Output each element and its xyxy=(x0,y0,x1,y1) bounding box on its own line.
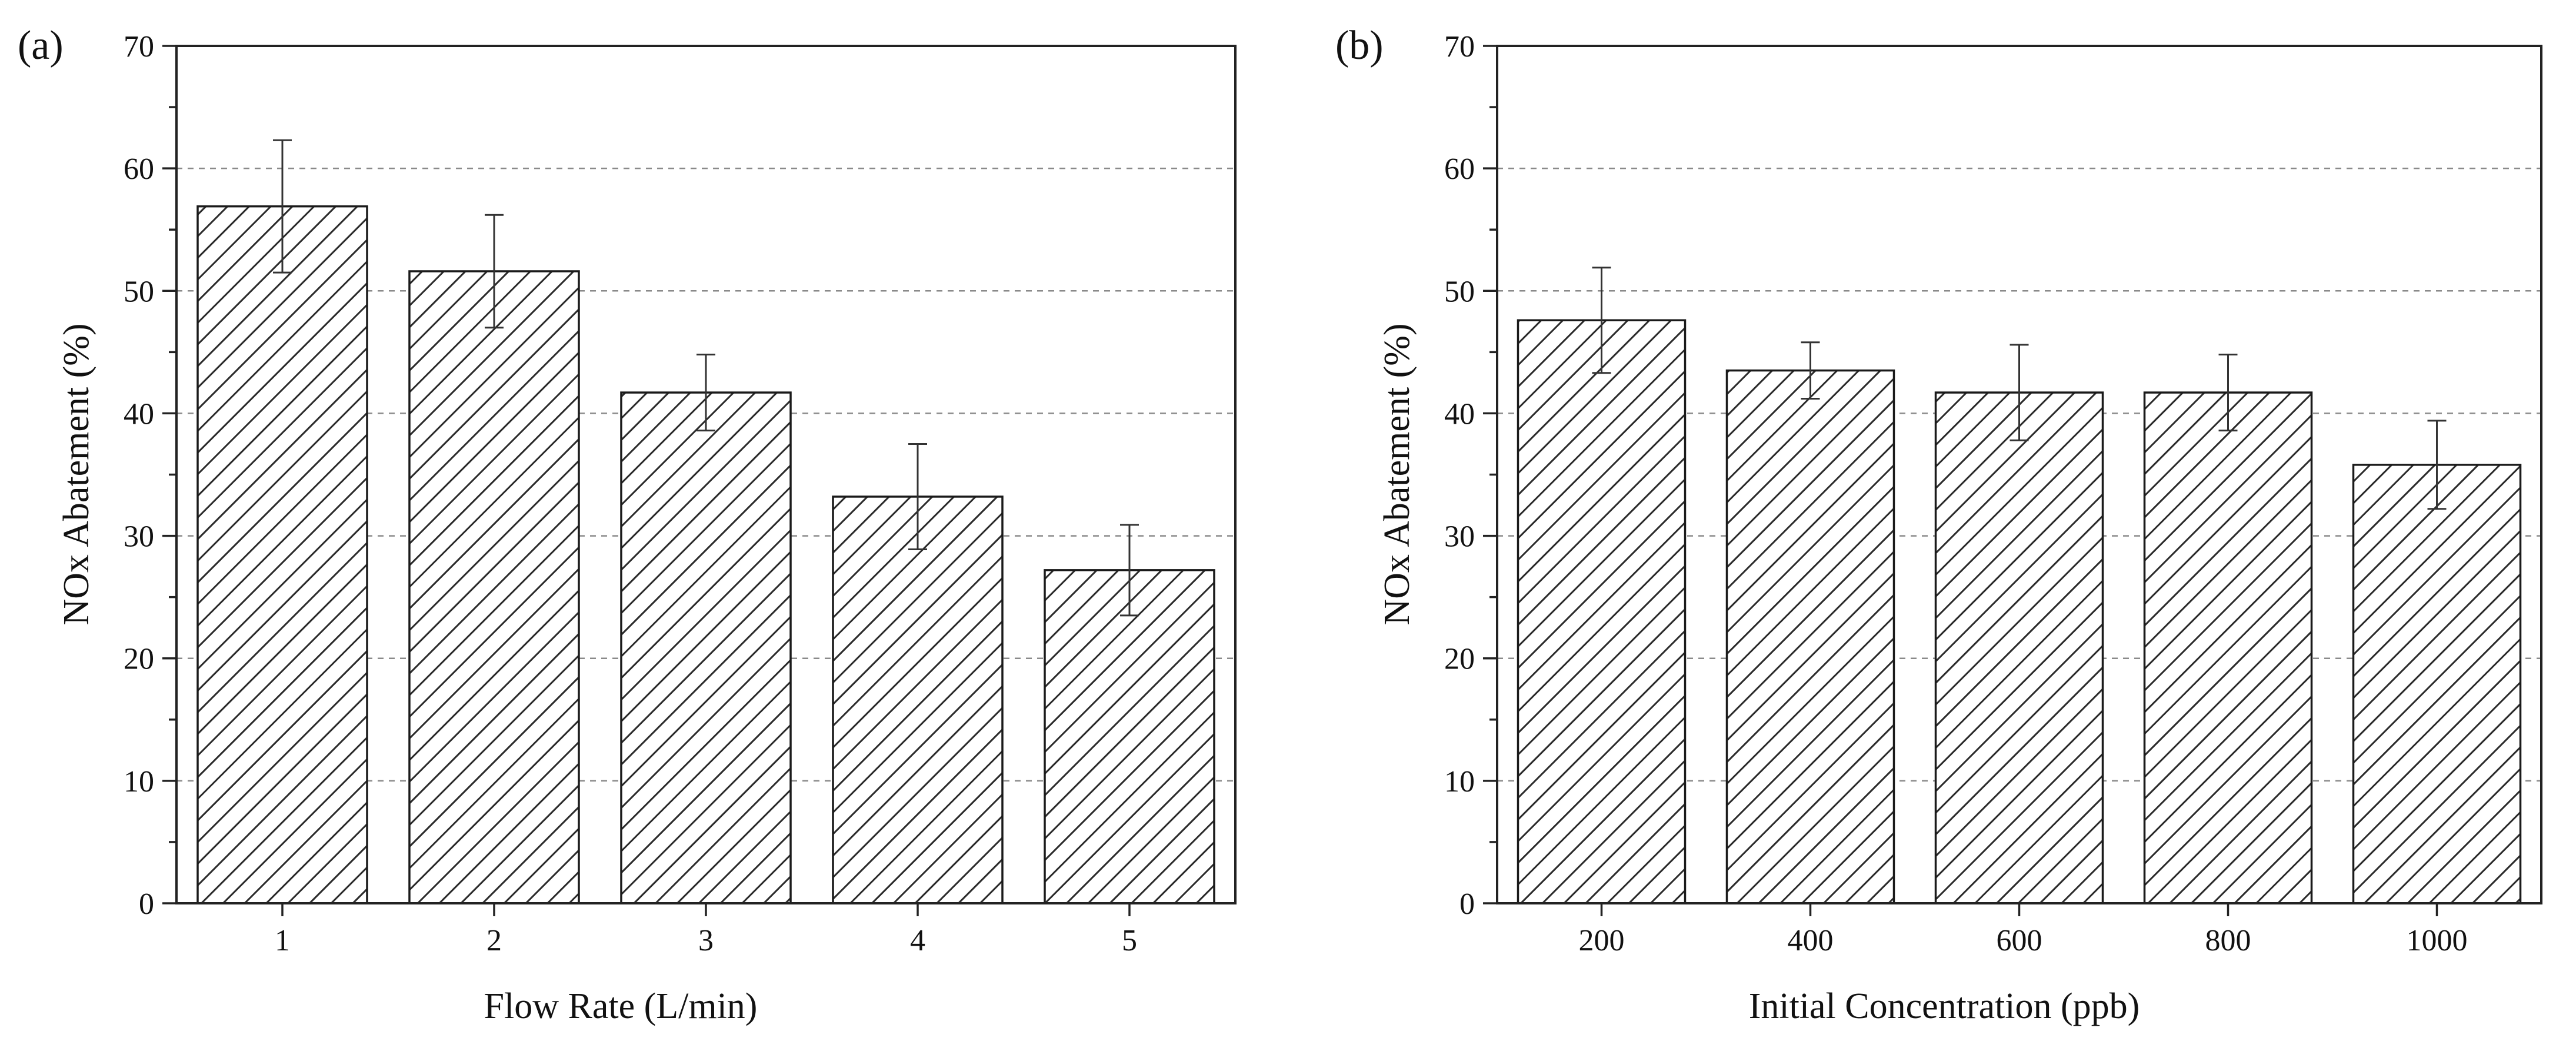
panel-b-error-bar xyxy=(2218,354,2238,432)
panel-a-y-tick-label: 0 xyxy=(139,887,154,921)
panel-a-y-tick-label: 70 xyxy=(124,30,154,64)
panel-a-y-tick-label: 40 xyxy=(124,397,154,431)
panel-a-x-tick-label: 5 xyxy=(1122,924,1137,957)
panel-b-y-tick-label: 70 xyxy=(1444,30,1475,64)
panel-a-error-bars xyxy=(273,139,1139,617)
panel-b-y-tick-label: 30 xyxy=(1444,520,1475,554)
panel-b-bar xyxy=(1934,391,2104,904)
panel-a-bar xyxy=(408,270,580,904)
panel-b-error-bar xyxy=(1801,341,1820,400)
panel-b-bar xyxy=(2143,391,2313,904)
panel-b-y-axis-label: NOx Abatement (%) xyxy=(1377,323,1417,625)
panel-b-label: (b) xyxy=(1335,23,1384,68)
panel-a-y-axis-label: NOx Abatement (%) xyxy=(56,323,96,625)
panel-b-bar xyxy=(2352,464,2522,904)
panel-b-x-tick-label: 200 xyxy=(1579,924,1625,957)
panel-a-x-ticks: 1 2 3 4 5 xyxy=(275,903,1137,957)
panel-a-x-axis-label: Flow Rate (L/min) xyxy=(484,986,758,1026)
panel-a-x-tick-label: 4 xyxy=(910,924,925,957)
panel-a-x-tick-label: 1 xyxy=(275,924,290,957)
panel-a-y-tick-label: 20 xyxy=(124,643,154,676)
panel-b-x-axis-label: Initial Concentration (ppb) xyxy=(1749,986,2140,1026)
panel-a-bar xyxy=(620,391,792,904)
panel-a-bar xyxy=(1044,569,1215,904)
panel-a-bar xyxy=(196,205,368,904)
panel-a-error-bar xyxy=(1120,524,1139,617)
panel-b-y-tick-label: 0 xyxy=(1459,887,1475,921)
panel-b-error-bar xyxy=(2010,344,2029,441)
panel-a-bar xyxy=(832,495,1004,904)
panel-a-bars xyxy=(196,205,1215,904)
panel-a-error-bar xyxy=(908,443,927,550)
panel-b-y-tick-label: 20 xyxy=(1444,643,1475,676)
panel-a-y-ticks: 0 10 20 30 40 50 60 70 xyxy=(124,30,176,921)
panel-b-x-ticks: 200 400 600 800 1000 xyxy=(1579,903,2468,957)
panel-b-bar xyxy=(1725,369,1895,904)
panel-b-error-bars xyxy=(1592,267,2447,510)
panel-a-y-tick-label: 60 xyxy=(124,152,154,186)
panel-a-y-tick-label: 10 xyxy=(124,765,154,799)
panel-b-bar xyxy=(1517,319,1687,904)
panel-b-x-tick-label: 400 xyxy=(1788,924,1834,957)
panel-a: (a) 0 10 20 30 40 50 60 70 1 2 3 4 5 NOx Abatement … xyxy=(18,23,1237,1026)
panel-a-error-bar xyxy=(273,139,292,274)
panel-b-y-ticks: 0 10 20 30 40 50 60 70 xyxy=(1444,30,1497,921)
panel-a-x-tick-label: 2 xyxy=(486,924,502,957)
panel-a-y-tick-label: 50 xyxy=(124,275,154,308)
panel-b-x-tick-label: 1000 xyxy=(2407,924,2468,957)
panel-b-y-tick-label: 50 xyxy=(1444,275,1475,308)
panel-b-bars xyxy=(1517,319,2522,904)
panel-a-y-tick-label: 30 xyxy=(124,520,154,554)
panel-b-error-bar xyxy=(2427,420,2447,510)
panel-b-x-tick-label: 600 xyxy=(1997,924,2042,957)
panel-b: (b) 0 10 20 30 40 50 60 70 200 400 600 800 1000 NOx… xyxy=(1335,23,2542,1026)
panel-b-x-tick-label: 800 xyxy=(2205,924,2251,957)
panel-a-x-tick-label: 3 xyxy=(698,924,714,957)
panel-a-error-bar xyxy=(697,354,715,432)
panel-b-y-tick-label: 10 xyxy=(1444,765,1475,799)
panel-b-error-bar xyxy=(1592,267,1611,374)
panel-b-y-tick-label: 60 xyxy=(1444,152,1475,186)
panel-b-y-tick-label: 40 xyxy=(1444,397,1475,431)
panel-a-error-bar xyxy=(485,214,504,329)
panel-a-label: (a) xyxy=(18,23,64,68)
